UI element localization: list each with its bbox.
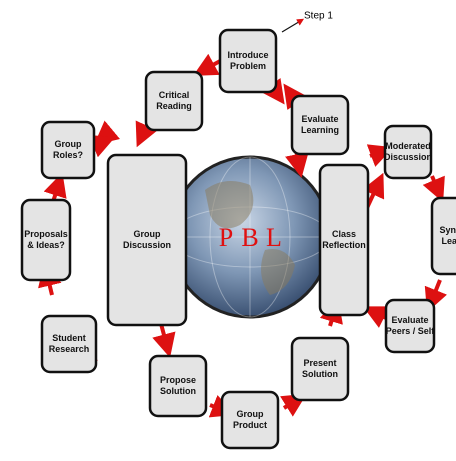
annotation: Step 1 — [304, 11, 333, 22]
flow-arrow — [100, 130, 112, 140]
node: SynthLean — [432, 198, 456, 274]
center-letter: L — [266, 223, 282, 252]
node-label: Solution — [302, 369, 338, 379]
flow-arrow — [432, 176, 440, 195]
node: Proposals& Ideas? — [22, 200, 70, 280]
node-label: Solution — [160, 386, 196, 396]
node-label: Reading — [156, 101, 192, 111]
node-label: & Ideas? — [27, 240, 65, 250]
node-label: Research — [49, 344, 90, 354]
node-label: Synth — [439, 225, 456, 235]
node-label: Learning — [301, 125, 339, 135]
flow-arrow — [200, 60, 222, 72]
node-label: Proposals — [24, 229, 68, 239]
flow-arrow — [370, 310, 386, 318]
node-label: Class — [332, 229, 356, 239]
node-label: Critical — [159, 90, 190, 100]
node-label: Lean — [441, 236, 456, 246]
node-label: Group — [55, 139, 82, 149]
node-label: Present — [303, 358, 336, 368]
diagram: Step 1 IntroduceProblem CriticalReading Ev… — [0, 0, 456, 461]
node-label: Evaluate — [391, 315, 428, 325]
node-label: Moderated — [385, 141, 431, 151]
node-label: Group — [134, 229, 161, 239]
node-label: Peers / Self — [386, 326, 436, 336]
node-label: Problem — [230, 61, 266, 71]
center-letter: B — [241, 223, 258, 252]
page: Step 1 IntroduceProblem CriticalReading Ev… — [0, 0, 456, 461]
node-label: Group — [237, 409, 264, 419]
center-letter: P — [219, 223, 233, 252]
node-label: Reflection — [322, 240, 366, 250]
step-arrow — [282, 20, 302, 32]
node-label: Discussion — [123, 240, 171, 250]
node-label: Product — [233, 420, 267, 430]
node-label: Student — [52, 333, 86, 343]
node-label: Introduce — [227, 50, 268, 60]
node-label: Roles? — [53, 150, 83, 160]
node-label: Propose — [160, 375, 196, 385]
node-label: Evaluate — [301, 114, 338, 124]
node-label: Discussion — [384, 152, 432, 162]
